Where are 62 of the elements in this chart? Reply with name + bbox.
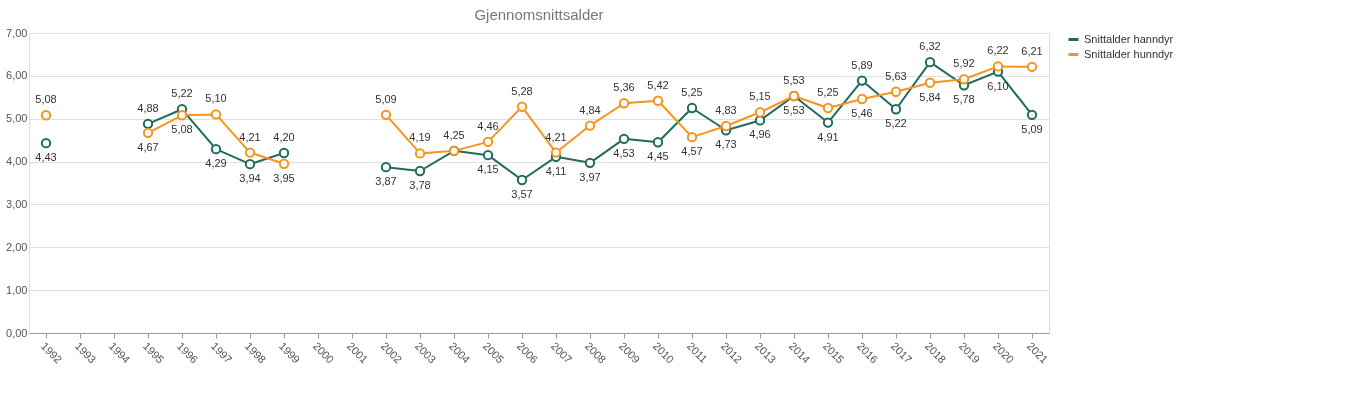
data-label: 5,10 xyxy=(205,92,227,105)
data-label: 5,22 xyxy=(885,117,907,130)
data-label: 3,57 xyxy=(511,188,533,200)
data-label: 4,73 xyxy=(715,138,737,151)
data-label: 4,91 xyxy=(817,130,839,143)
data-label: 5,08 xyxy=(35,93,57,106)
data-label: 4,53 xyxy=(613,146,635,159)
data-label: 4,15 xyxy=(477,163,499,176)
data-label: 3,78 xyxy=(409,179,431,191)
y-tick-label: 0,00 xyxy=(6,326,28,339)
data-label: 4,19 xyxy=(409,131,431,144)
data-label: 5,28 xyxy=(511,84,533,97)
data-label: 5,63 xyxy=(885,69,907,82)
y-tick-label: 1,00 xyxy=(6,283,28,296)
data-label: 5,84 xyxy=(919,90,941,103)
data-label: 5,25 xyxy=(681,86,703,98)
data-label: 4,67 xyxy=(137,140,159,153)
y-tick-label: 5,00 xyxy=(6,112,28,125)
data-label: 5,42 xyxy=(647,78,669,91)
y-tick-label: 7,00 xyxy=(6,26,28,39)
data-label: 6,10 xyxy=(987,79,1009,92)
data-label: 4,57 xyxy=(681,145,703,158)
data-label: 5,22 xyxy=(171,87,193,100)
data-label: 4,21 xyxy=(239,130,261,143)
data-label: 5,78 xyxy=(953,93,975,106)
data-label: 5,53 xyxy=(783,104,805,116)
data-label: 6,32 xyxy=(919,40,941,53)
data-label: 4,21 xyxy=(545,130,567,143)
y-tick-label: 2,00 xyxy=(6,240,28,253)
y-tick-label: 4,00 xyxy=(6,155,28,168)
data-label: 5,36 xyxy=(613,81,635,94)
y-tick-label: 3,00 xyxy=(6,197,28,210)
data-label: 5,89 xyxy=(851,58,873,71)
data-label: 6,21 xyxy=(1021,44,1043,57)
data-label: 5,09 xyxy=(375,92,397,105)
data-label: 3,87 xyxy=(375,175,397,188)
data-label: 4,84 xyxy=(579,103,601,116)
legend-label: Snittalder hanndyr xyxy=(1084,32,1174,45)
data-label: 3,95 xyxy=(273,171,295,184)
data-label: 5,09 xyxy=(1021,122,1043,135)
data-label: 4,96 xyxy=(749,128,771,141)
data-label: 5,15 xyxy=(749,90,771,103)
data-label: 4,88 xyxy=(137,101,159,114)
data-label: 5,25 xyxy=(817,86,839,98)
data-label: 5,92 xyxy=(953,57,975,70)
data-label: 4,46 xyxy=(477,119,499,132)
data-label: 3,94 xyxy=(239,172,261,185)
data-label: 5,53 xyxy=(783,74,805,86)
data-label: 3,97 xyxy=(579,170,601,183)
chart-title: Gjennomsnittsalder xyxy=(474,6,604,23)
data-label: 5,08 xyxy=(171,123,193,136)
data-label: 4,45 xyxy=(647,150,669,163)
data-label: 4,25 xyxy=(443,128,465,141)
data-label: 4,11 xyxy=(545,164,567,177)
data-label: 4,43 xyxy=(35,151,57,164)
data-label: 4,20 xyxy=(273,131,295,143)
data-label: 5,46 xyxy=(851,107,873,119)
data-label: 4,29 xyxy=(205,157,227,170)
data-label: 6,22 xyxy=(987,44,1009,57)
legend-label: Snittalder hunndyr xyxy=(1084,47,1174,60)
data-label: 4,83 xyxy=(715,104,737,116)
y-tick-label: 6,00 xyxy=(6,69,28,82)
